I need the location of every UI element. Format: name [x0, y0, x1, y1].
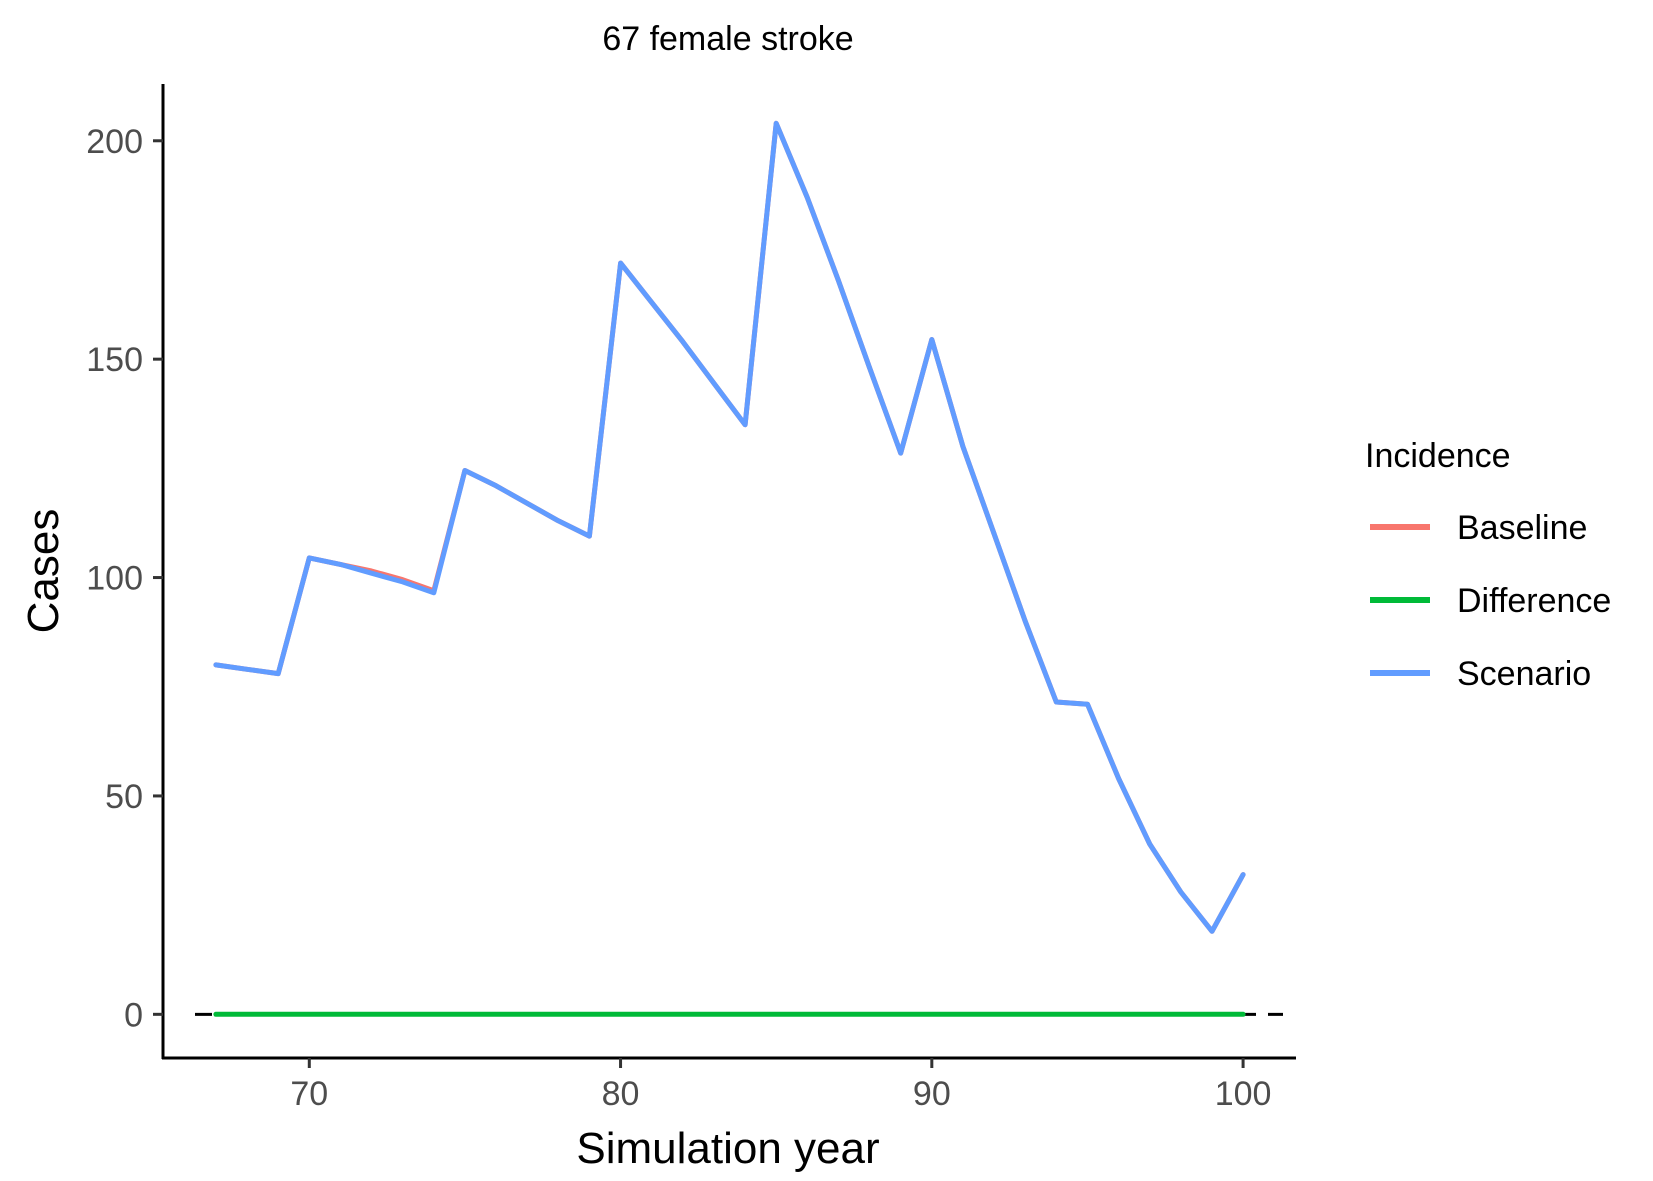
y-tick-label: 100 [86, 560, 143, 598]
x-ticks: 70 80 90 100 [290, 1058, 1271, 1113]
legend: Incidence Baseline Difference Scenario [1365, 437, 1611, 693]
legend-label-scenario: Scenario [1457, 655, 1591, 693]
plot-area [195, 120, 1283, 1017]
legend-label-difference: Difference [1457, 582, 1611, 620]
x-axis: 70 80 90 100 [162, 1056, 1296, 1113]
x-tick-label: 80 [602, 1075, 640, 1113]
legend-title: Incidence [1365, 437, 1511, 475]
y-axis: 0 50 100 150 200 [86, 84, 165, 1059]
x-tick-label: 100 [1215, 1075, 1272, 1113]
y-tick-label: 0 [124, 996, 143, 1034]
y-tick-label: 200 [86, 123, 143, 161]
series-layer [213, 120, 1246, 1017]
series-line-scenario [213, 120, 1246, 934]
x-tick-label: 90 [913, 1075, 951, 1113]
y-tick-label: 150 [86, 341, 143, 379]
series-line-baseline [213, 120, 1246, 934]
x-axis-title: Simulation year [576, 1124, 879, 1173]
y-axis-title: Cases [19, 509, 68, 634]
legend-label-baseline: Baseline [1457, 509, 1587, 547]
x-tick-label: 70 [290, 1075, 328, 1113]
legend-items: Baseline Difference Scenario [1370, 509, 1611, 693]
y-tick-label: 50 [105, 778, 143, 816]
chart-title: 67 female stroke [602, 20, 853, 58]
y-ticks: 0 50 100 150 200 [86, 123, 163, 1034]
